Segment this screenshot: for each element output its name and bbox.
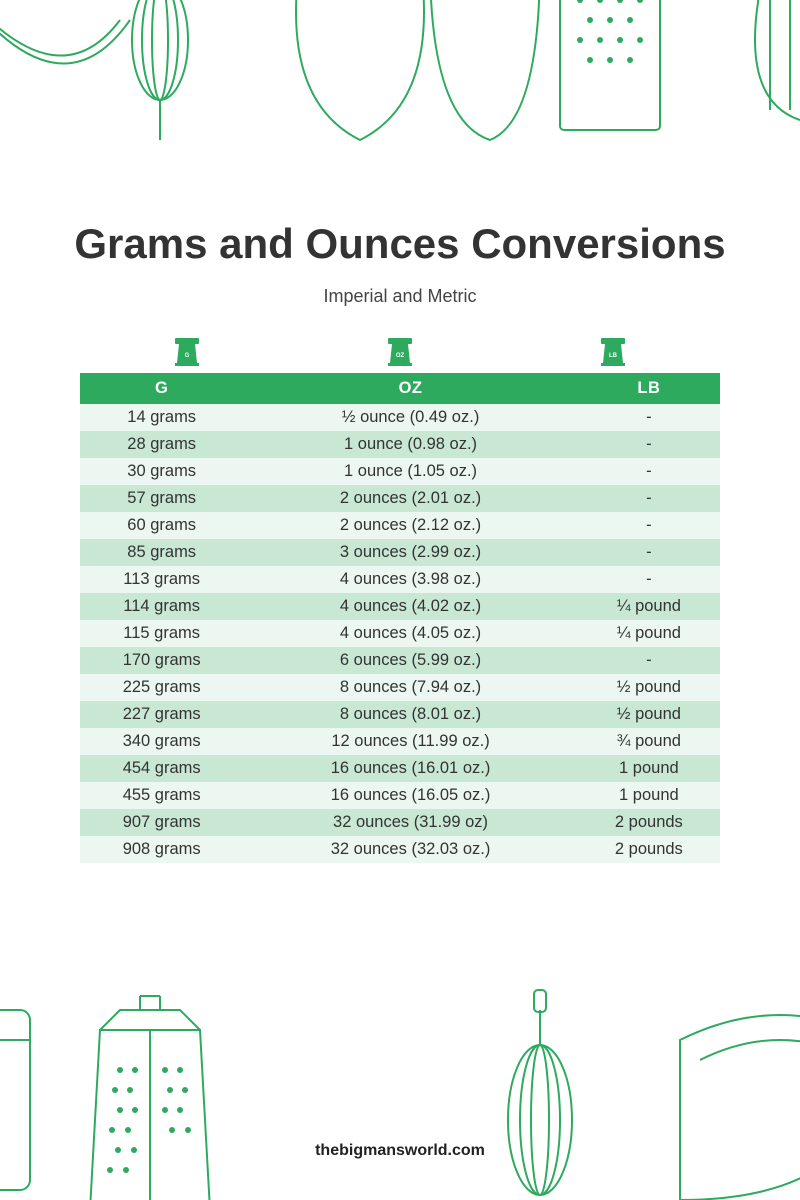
table-cell: 455 grams [80, 782, 243, 809]
table-row: 908 grams32 ounces (32.03 oz.)2 pounds [80, 836, 720, 863]
col-header-oz: OZ [243, 373, 577, 404]
table-cell: 3 ounces (2.99 oz.) [243, 539, 577, 566]
scale-icon-g: G [169, 335, 205, 367]
table-cell: 2 pounds [578, 836, 720, 863]
table-cell: 2 pounds [578, 809, 720, 836]
table-cell: 227 grams [80, 701, 243, 728]
table-cell: 1 pound [578, 782, 720, 809]
table-cell: 113 grams [80, 566, 243, 593]
scale-icon-lb: LB [595, 335, 631, 367]
table-row: 227 grams8 ounces (8.01 oz.)½ pound [80, 701, 720, 728]
table-cell: ½ pound [578, 674, 720, 701]
table-cell: ½ ounce (0.49 oz.) [243, 404, 577, 431]
table-cell: - [578, 404, 720, 431]
table-cell: - [578, 566, 720, 593]
table-cell: 908 grams [80, 836, 243, 863]
table-row: 340 grams12 ounces (11.99 oz.)¾ pound [80, 728, 720, 755]
table-cell: 85 grams [80, 539, 243, 566]
table-cell: - [578, 647, 720, 674]
table-cell: 4 ounces (4.02 oz.) [243, 593, 577, 620]
table-cell: 16 ounces (16.05 oz.) [243, 782, 577, 809]
table-cell: 2 ounces (2.12 oz.) [243, 512, 577, 539]
table-row: 30 grams1 ounce (1.05 oz.)- [80, 458, 720, 485]
table-cell: 1 ounce (0.98 oz.) [243, 431, 577, 458]
table-cell: 8 ounces (7.94 oz.) [243, 674, 577, 701]
table-cell: 1 pound [578, 755, 720, 782]
col-header-g: G [80, 373, 243, 404]
kitchen-deco-bottom [0, 980, 800, 1200]
page-subtitle: Imperial and Metric [0, 286, 800, 307]
table-row: 114 grams4 ounces (4.02 oz.)¼ pound [80, 593, 720, 620]
table-cell: - [578, 539, 720, 566]
table-cell: 454 grams [80, 755, 243, 782]
table-cell: 4 ounces (4.05 oz.) [243, 620, 577, 647]
table-cell: 907 grams [80, 809, 243, 836]
table-cell: 16 ounces (16.01 oz.) [243, 755, 577, 782]
table-cell: 57 grams [80, 485, 243, 512]
svg-text:G: G [184, 353, 189, 359]
footer-credit: thebigmansworld.com [0, 1142, 800, 1160]
table-cell: - [578, 431, 720, 458]
table-cell: ¾ pound [578, 728, 720, 755]
table-cell: - [578, 458, 720, 485]
table-cell: 4 ounces (3.98 oz.) [243, 566, 577, 593]
table-row: 28 grams1 ounce (0.98 oz.)- [80, 431, 720, 458]
table-row: 85 grams3 ounces (2.99 oz.)- [80, 539, 720, 566]
table-cell: 6 ounces (5.99 oz.) [243, 647, 577, 674]
table-cell: 14 grams [80, 404, 243, 431]
table-cell: 225 grams [80, 674, 243, 701]
table-cell: 170 grams [80, 647, 243, 674]
table-row: 907 grams32 ounces (31.99 oz)2 pounds [80, 809, 720, 836]
table-row: 455 grams16 ounces (16.05 oz.)1 pound [80, 782, 720, 809]
table-row: 454 grams16 ounces (16.01 oz.)1 pound [80, 755, 720, 782]
scale-icon-oz: OZ [382, 335, 418, 367]
table-row: 113 grams4 ounces (3.98 oz.)- [80, 566, 720, 593]
table-cell: 60 grams [80, 512, 243, 539]
table-header-row: G OZ LB [80, 373, 720, 404]
table-cell: 32 ounces (31.99 oz) [243, 809, 577, 836]
page-title: Grams and Ounces Conversions [0, 220, 800, 268]
scale-icons-row: G OZ LB [80, 335, 720, 367]
table-cell: ½ pound [578, 701, 720, 728]
table-cell: 12 ounces (11.99 oz.) [243, 728, 577, 755]
svg-text:OZ: OZ [396, 353, 405, 359]
table-row: 57 grams2 ounces (2.01 oz.)- [80, 485, 720, 512]
table-cell: ¼ pound [578, 620, 720, 647]
table-row: 225 grams8 ounces (7.94 oz.)½ pound [80, 674, 720, 701]
table-cell: - [578, 512, 720, 539]
table-cell: 8 ounces (8.01 oz.) [243, 701, 577, 728]
svg-text:LB: LB [609, 353, 618, 359]
col-header-lb: LB [578, 373, 720, 404]
table-cell: 114 grams [80, 593, 243, 620]
table-cell: - [578, 485, 720, 512]
table-row: 115 grams4 ounces (4.05 oz.)¼ pound [80, 620, 720, 647]
conversion-table: G OZ LB 14 grams½ ounce (0.49 oz.)-28 gr… [80, 373, 720, 863]
table-row: 170 grams6 ounces (5.99 oz.)- [80, 647, 720, 674]
table-cell: 340 grams [80, 728, 243, 755]
table-cell: 2 ounces (2.01 oz.) [243, 485, 577, 512]
table-row: 14 grams½ ounce (0.49 oz.)- [80, 404, 720, 431]
table-cell: 30 grams [80, 458, 243, 485]
table-cell: 115 grams [80, 620, 243, 647]
table-cell: 28 grams [80, 431, 243, 458]
table-cell: 1 ounce (1.05 oz.) [243, 458, 577, 485]
table-cell: ¼ pound [578, 593, 720, 620]
table-row: 60 grams2 ounces (2.12 oz.)- [80, 512, 720, 539]
table-cell: 32 ounces (32.03 oz.) [243, 836, 577, 863]
